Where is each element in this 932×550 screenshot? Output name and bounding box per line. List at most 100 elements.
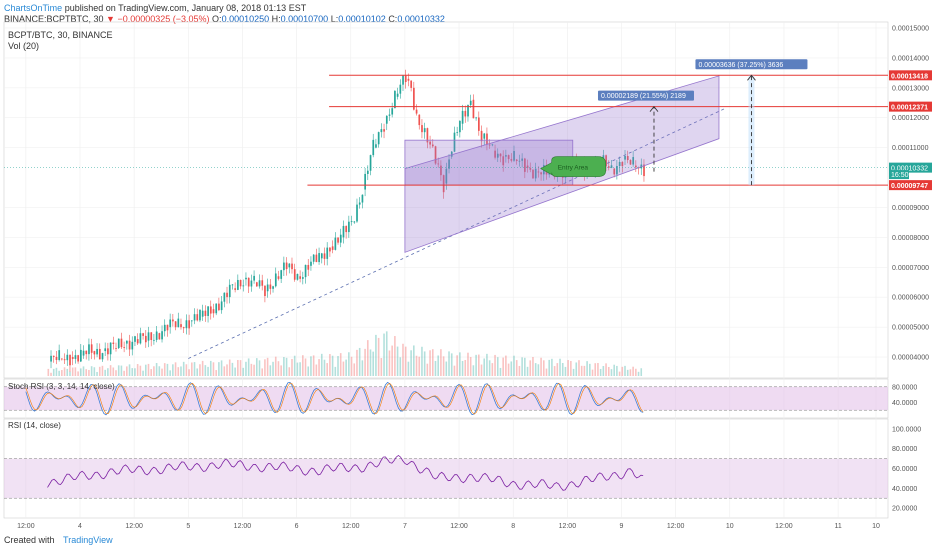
volume-bar [228,359,231,376]
x-tick-label: 12:00 [450,523,468,530]
y-tick-label: 0.00009000 [892,205,929,212]
volume-bar [548,359,550,376]
volume-bar [272,361,274,376]
candle-body [307,264,310,270]
level-tag [889,180,932,191]
y-tick-label: 0.00005000 [892,325,929,332]
volume-bar [450,353,453,376]
volume-bar [101,365,104,376]
x-tick-label: 12:00 [775,523,793,530]
volume-bar [410,350,412,376]
volume-bar [423,351,426,376]
volume-bar [199,364,201,376]
candle-body [220,301,223,311]
volume-bar [239,360,242,376]
candle-body [342,225,345,238]
volume-bar [242,367,245,376]
volume-bar [77,371,79,376]
level-tag-label: 0.00012371 [891,105,928,112]
volume-bar [255,358,258,376]
volume-bar [266,357,269,376]
candle-body [185,320,188,329]
volume-bar [134,368,136,376]
candle-body [618,161,621,166]
candle-body [218,303,220,311]
measure-label: 0.00003636 (37.25%) 3636 [698,62,783,69]
candle-body [426,128,429,143]
volume-bar [366,340,369,376]
volume-bar [120,365,123,376]
volume-bar [274,356,277,376]
candle-body [375,144,377,148]
candle-body [209,306,212,314]
volume-bar [475,354,477,376]
volume-bar [364,348,366,376]
volume-bar [136,364,139,376]
candle-body [126,340,128,344]
candle-body [348,221,350,233]
candle-body [201,310,204,317]
stoch-tick-label: 40.0000 [892,400,917,407]
volume-bar [115,370,117,376]
candle-body [266,284,269,292]
candle-body [396,93,399,97]
candle-body [488,144,491,146]
volume-bar [253,364,255,376]
candle-body [537,171,540,173]
candle-body [399,84,402,94]
candle-body [532,169,534,179]
candle-body [261,280,264,286]
volume-bar [209,360,212,376]
tradingview-logo[interactable]: TradingView [63,535,113,545]
chart-title: BCPT/BTC, 30, BINANCE [8,30,113,40]
candle-body [123,347,126,348]
candle-body [269,284,272,289]
volume-bar [380,358,383,376]
candle-body [453,132,456,152]
candle-body [413,87,415,110]
candle-body [467,105,469,117]
candle-body [150,332,153,340]
volume-bar [226,364,228,376]
candle-body [456,132,459,133]
volume-bar [388,350,391,376]
candle-body [242,285,245,287]
volume-bar [599,368,602,376]
candle-body [112,342,115,344]
rsi-label: RSI (14, close) [8,421,61,430]
candle-body [632,157,635,165]
candle-body [624,156,626,160]
candle-body [293,269,296,280]
candle-body [388,114,391,116]
consolidation-box [404,139,574,186]
volume-bar [342,361,345,376]
x-tick-label: 8 [511,523,515,530]
volume-bar [147,363,150,376]
volume-bar [505,355,507,376]
candle-body [139,333,142,344]
candle-body [163,324,166,332]
volume-bar [626,369,629,376]
volume-bar [307,366,310,376]
volume-bar [139,365,142,376]
volume-bar [55,367,58,376]
candle-body [450,151,453,157]
volume-bar [394,336,396,376]
footer: Created with TradingView [4,535,113,545]
volume-bar [391,345,393,376]
candle-body [58,350,61,360]
candle-body [172,319,174,322]
candle-body [239,279,242,287]
candle-body [643,164,645,177]
volume-bar [47,368,50,376]
volume-bar [88,369,90,376]
candle-body [77,355,79,362]
author-link[interactable]: ChartsOnTime [4,3,63,13]
candle-body [502,156,505,166]
rsi-tick-label: 60.0000 [892,466,917,473]
y-tick-label: 0.00014000 [892,55,929,62]
volume-bar [499,367,502,376]
candle-body [177,318,180,328]
high-value: 0.00010700 [280,14,329,24]
